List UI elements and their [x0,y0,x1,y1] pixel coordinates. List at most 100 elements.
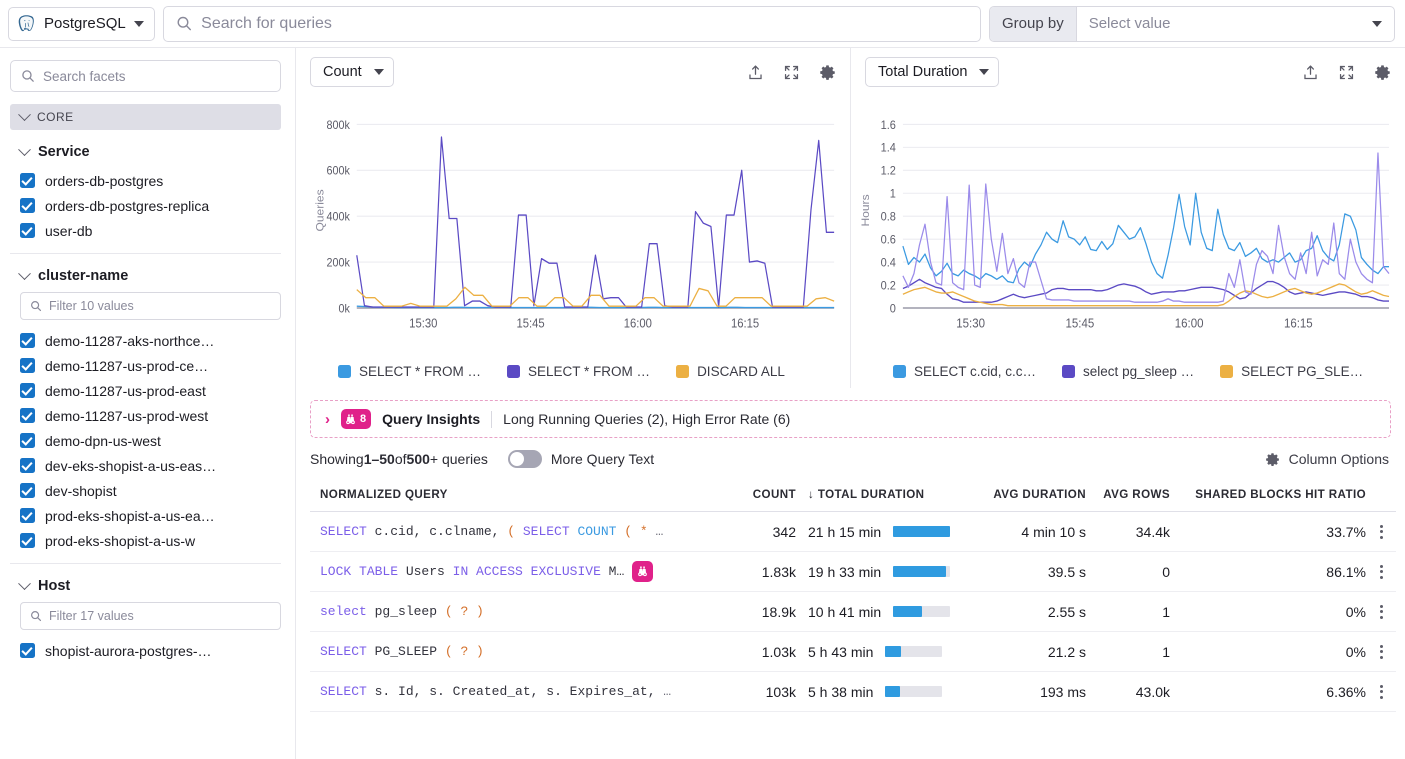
facet-group-core[interactable]: CORE [10,104,281,130]
sql-token: Created_at, [444,684,539,699]
checkbox-checked-icon[interactable] [20,483,35,498]
table-row[interactable]: select pg_sleep ( ? ) 18.9k 10 h 41 min 2.5… [310,591,1396,632]
kebab-menu-icon[interactable] [1366,564,1396,579]
facet-search-box[interactable]: Search facets [10,60,281,92]
query-insights-banner[interactable]: › 8 Query Insights Long Running Queries … [310,400,1391,438]
facet-value-item[interactable]: demo-dpn-us-west [10,428,281,453]
total-duration-text: 5 h 43 min [808,643,874,660]
gear-icon[interactable] [1374,64,1391,81]
checkbox-checked-icon[interactable] [20,333,35,348]
expand-icon[interactable] [1338,64,1355,81]
y-axis-tick-label: 0 [890,303,896,316]
facet-value-item[interactable]: orders-db-postgres [10,168,281,193]
group-by-value[interactable]: Select value [1088,15,1171,32]
legend-item[interactable]: select pg_sleep … [1062,364,1194,379]
facet-value-item[interactable]: demo-11287-us-prod-ce… [10,353,281,378]
database-selector[interactable]: PostgreSQL [8,6,155,41]
group-by-control[interactable]: Group by Select value [989,5,1395,42]
export-icon[interactable] [1302,64,1319,81]
cell-row-actions[interactable] [1366,631,1396,672]
cell-normalized-query[interactable]: select pg_sleep ( ? ) [310,591,730,632]
cell-row-actions[interactable] [1366,551,1396,592]
cell-row-actions[interactable] [1366,671,1396,712]
facet-value-item[interactable]: dev-eks-shopist-a-us-eas… [10,453,281,478]
facet-filter-input[interactable]: Filter 17 values [20,602,281,630]
kebab-menu-icon[interactable] [1366,604,1396,619]
search-input[interactable] [201,14,968,33]
checkbox-checked-icon[interactable] [20,458,35,473]
sql-token: EXCLUSIVE [522,563,601,579]
export-icon[interactable] [747,64,764,81]
facet-value-item[interactable]: prod-eks-shopist-a-us-ea… [10,503,281,528]
gear-icon[interactable] [819,64,836,81]
sql-token: PG_SLEEP [366,644,438,659]
checkbox-checked-icon[interactable] [20,408,35,423]
column-header-normalized-query[interactable]: NORMALIZED QUERY [310,480,730,512]
facet-group-title: Host [38,578,71,594]
cell-normalized-query[interactable]: SELECT PG_SLEEP ( ? ) [310,631,730,672]
metric-selector-total-duration[interactable]: Total Duration [865,57,1000,87]
cell-total-duration: 10 h 41 min [796,591,974,632]
cell-row-actions[interactable] [1366,591,1396,632]
column-header-avg-duration[interactable]: AVG DURATION [974,480,1086,512]
facet-value-item[interactable]: orders-db-postgres-replica [10,193,281,218]
facet-value-label: orders-db-postgres [45,172,164,189]
checkbox-checked-icon[interactable] [20,383,35,398]
cell-normalized-query[interactable]: SELECT s. Id, s. Created_at, s. Expires_… [310,671,730,712]
cell-row-actions[interactable] [1366,511,1396,552]
chevron-down-icon[interactable] [1372,20,1382,27]
checkbox-checked-icon[interactable] [20,198,35,213]
facet-value-item[interactable]: demo-11287-aks-northce… [10,328,281,353]
facet-value-item[interactable]: shopist-aurora-postgres-… [10,638,281,663]
legend-item[interactable]: DISCARD ALL [676,364,785,379]
duration-bar-fill [893,526,951,537]
legend-item[interactable]: SELECT c.cid, c.c… [893,364,1036,379]
checkbox-checked-icon[interactable] [20,508,35,523]
table-row[interactable]: SELECT PG_SLEEP ( ? ) 1.03k 5 h 43 min 21.2… [310,631,1396,672]
table-row[interactable]: SELECT c.cid, c.clname, ( SELECT COUNT (… [310,511,1396,552]
row-insight-binoculars-icon[interactable] [632,561,654,582]
checkbox-checked-icon[interactable] [20,643,35,658]
checkbox-checked-icon[interactable] [20,223,35,238]
more-query-text-toggle[interactable] [507,450,542,468]
legend-item[interactable]: SELECT * FROM … [507,364,650,379]
facet-value-item[interactable]: user-db [10,218,281,243]
cell-avg-duration: 193 ms [974,671,1086,712]
column-header-count[interactable]: COUNT [730,480,796,512]
legend-label: SELECT PG_SLE… [1241,363,1364,379]
legend-item[interactable]: SELECT PG_SLE… [1220,364,1363,379]
expand-icon[interactable] [783,64,800,81]
facet-group-header[interactable]: Host [10,564,281,602]
chevron-right-icon[interactable]: › [325,410,330,428]
showing-mid: of [394,451,407,467]
checkbox-checked-icon[interactable] [20,358,35,373]
query-search-box[interactable] [162,5,981,42]
legend-item[interactable]: SELECT * FROM … [338,364,481,379]
kebab-menu-icon[interactable] [1366,684,1396,699]
column-header-avg-rows[interactable]: AVG ROWS [1086,480,1170,512]
kebab-menu-icon[interactable] [1366,524,1396,539]
column-header-shared-blocks-hit-ratio[interactable]: SHARED BLOCKS HIT RATIO [1170,480,1366,512]
facet-value-item[interactable]: demo-11287-us-prod-east [10,378,281,403]
metric-selector-count[interactable]: Count [310,57,394,87]
table-row[interactable]: LOCK TABLE Users IN ACCESS EXCLUSIVE M… 1… [310,551,1396,592]
facet-group-header[interactable]: cluster-name [10,254,281,292]
sql-token: select [320,604,367,619]
column-options-button[interactable]: Column Options [1265,451,1389,467]
facet-value-item[interactable]: dev-shopist [10,478,281,503]
table-row[interactable]: SELECT s. Id, s. Created_at, s. Expires_… [310,671,1396,712]
facet-filter-input[interactable]: Filter 10 values [20,292,281,320]
checkbox-checked-icon[interactable] [20,433,35,448]
sql-token: Id, [390,684,422,699]
column-header-total-duration[interactable]: ↓ TOTAL DURATION [796,480,974,512]
kebab-menu-icon[interactable] [1366,644,1396,659]
chart-total-duration[interactable]: 0 0.2 0.4 0.6 0.8 1 1.2 1.4 1.6 Hours 15:30 15:45 16… [851,96,1405,354]
checkbox-checked-icon[interactable] [20,173,35,188]
checkbox-checked-icon[interactable] [20,533,35,548]
facet-value-item[interactable]: prod-eks-shopist-a-us-w [10,528,281,553]
chart-count[interactable]: 0k 200k 400k 600k 800k Queries 15:30 15:45 16:00… [296,96,850,354]
facet-group-header[interactable]: Service [10,130,281,168]
facet-value-item[interactable]: demo-11287-us-prod-west [10,403,281,428]
cell-normalized-query[interactable]: LOCK TABLE Users IN ACCESS EXCLUSIVE M… [310,551,730,592]
cell-normalized-query[interactable]: SELECT c.cid, c.clname, ( SELECT COUNT (… [310,511,730,552]
